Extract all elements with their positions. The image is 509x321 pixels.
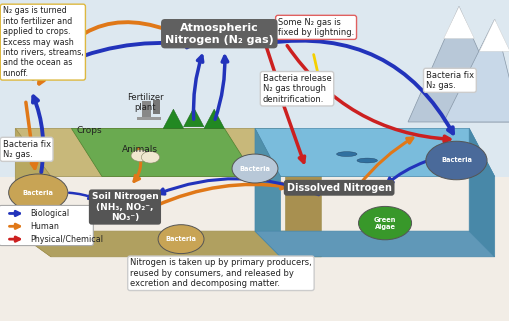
Text: Fertilizer
plant: Fertilizer plant <box>127 93 163 112</box>
Text: Bacteria fix
N₂ gas.: Bacteria fix N₂ gas. <box>425 71 473 90</box>
Polygon shape <box>443 19 509 122</box>
Text: Atmospheric
Nitrogen (N₂ gas): Atmospheric Nitrogen (N₂ gas) <box>164 23 273 45</box>
Polygon shape <box>183 108 204 127</box>
Text: Some N₂ gas is
fixed by lightning.: Some N₂ gas is fixed by lightning. <box>277 18 354 37</box>
Text: Bacteria: Bacteria <box>440 158 471 163</box>
Bar <box>0 0 509 177</box>
Text: Nitrogen is taken up by primary producers,
reused by consumers, and released by
: Nitrogen is taken up by primary producer… <box>130 258 311 288</box>
Polygon shape <box>254 128 280 257</box>
Text: Dissolved Nitrogen: Dissolved Nitrogen <box>286 183 391 193</box>
Polygon shape <box>15 128 51 257</box>
Text: Bacteria release
N₂ gas through
denitrification.: Bacteria release N₂ gas through denitrif… <box>262 74 331 104</box>
Polygon shape <box>163 109 183 128</box>
Polygon shape <box>285 128 321 257</box>
Circle shape <box>358 206 411 240</box>
Polygon shape <box>204 109 224 128</box>
Polygon shape <box>407 6 509 122</box>
Circle shape <box>158 225 204 254</box>
FancyBboxPatch shape <box>0 205 93 246</box>
Text: Human: Human <box>31 222 60 231</box>
Polygon shape <box>71 128 254 177</box>
Text: Roots: Roots <box>46 227 71 236</box>
Text: Crops: Crops <box>76 126 102 134</box>
Circle shape <box>232 154 277 183</box>
Ellipse shape <box>356 158 377 163</box>
Text: Biological: Biological <box>31 209 70 218</box>
Polygon shape <box>15 128 321 177</box>
Ellipse shape <box>336 152 356 156</box>
Bar <box>153 100 159 114</box>
Text: Bacteria: Bacteria <box>165 236 196 242</box>
Circle shape <box>131 150 149 161</box>
Polygon shape <box>443 6 473 39</box>
Bar <box>142 101 151 119</box>
Text: Bacteria: Bacteria <box>239 166 270 171</box>
Text: Bacteria: Bacteria <box>23 190 53 195</box>
Circle shape <box>9 174 68 211</box>
Polygon shape <box>254 231 494 257</box>
Polygon shape <box>15 231 321 257</box>
Polygon shape <box>478 19 509 51</box>
Circle shape <box>141 152 159 163</box>
Polygon shape <box>254 128 494 177</box>
Text: Green
Algae: Green Algae <box>373 217 395 230</box>
Text: Animals: Animals <box>122 145 158 154</box>
Text: N₂ gas is turned
into fertilizer and
applied to crops.
Excess may wash
into rive: N₂ gas is turned into fertilizer and app… <box>3 6 83 78</box>
Polygon shape <box>468 128 494 257</box>
Text: Soil Nitrogen
(NH₃, NO₂⁻,
NO₃⁻): Soil Nitrogen (NH₃, NO₂⁻, NO₃⁻) <box>92 192 158 222</box>
Circle shape <box>425 141 486 180</box>
Text: Bacteria fix
N₂ gas.: Bacteria fix N₂ gas. <box>3 140 50 159</box>
Text: Physical/Chemical: Physical/Chemical <box>31 235 103 244</box>
Bar <box>136 117 161 120</box>
